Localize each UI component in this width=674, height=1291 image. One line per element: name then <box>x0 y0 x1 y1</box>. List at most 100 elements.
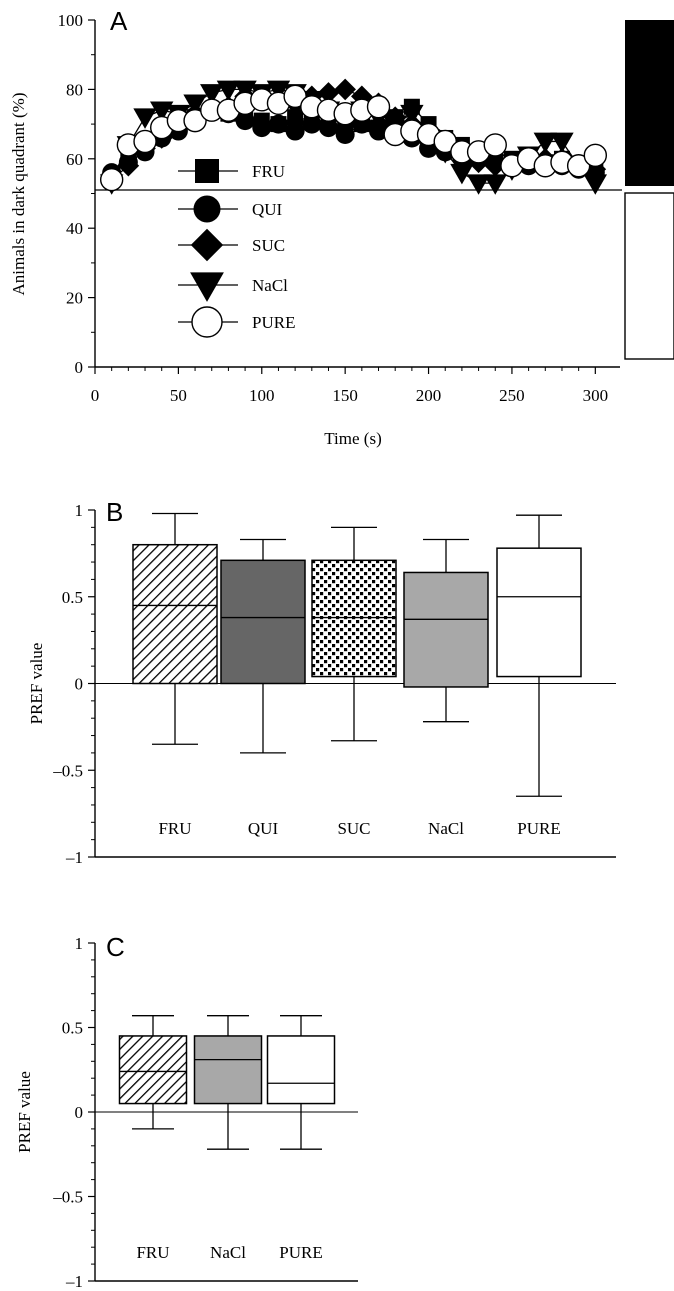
data-point-nacl <box>550 132 574 154</box>
box-body <box>311 559 397 678</box>
y-tick-label-c: –0.5 <box>52 1188 83 1207</box>
y-tick-label-b: 1 <box>75 501 84 520</box>
legend-marker-fru <box>195 159 219 183</box>
y-tick-label-b: 0.5 <box>62 588 83 607</box>
x-axis-label-a: Time (s) <box>324 429 381 448</box>
legend-marker-suc <box>190 228 224 262</box>
data-point-qui <box>335 125 355 145</box>
data-point-pure <box>283 84 307 109</box>
data-point-nacl <box>450 163 474 185</box>
panel-letter-a: A <box>110 6 128 36</box>
legend-marker-qui <box>193 195 221 223</box>
data-point-fru <box>287 109 304 126</box>
legend-entry-fru: FRU <box>178 159 285 183</box>
box-suc: SUC <box>311 526 397 838</box>
box-body <box>132 543 218 685</box>
data-point-qui <box>285 121 305 141</box>
y-tick-label-c: 0 <box>75 1103 84 1122</box>
y-axis-label-a: Animals in dark quadrant (%) <box>9 93 28 296</box>
data-point-pure <box>433 129 457 154</box>
box-body <box>193 1035 263 1105</box>
category-label-pure: PURE <box>279 1243 322 1262</box>
legend-label: FRU <box>252 162 285 181</box>
legend-entry-qui: QUI <box>178 195 283 223</box>
box-body <box>403 571 489 688</box>
panel-c: C –1 –0.5 0 0.5 1 PREF value FRU NaCl PURE <box>15 932 358 1291</box>
data-point-nacl <box>233 80 257 102</box>
box-fru: FRU <box>118 1015 188 1262</box>
legend-a: FRU QUI SUC NaCl PURE <box>178 159 295 338</box>
x-tick-label-a: 100 <box>249 386 275 405</box>
y-tick-label-a: 60 <box>66 150 83 169</box>
box-nacl: NaCl <box>193 1015 263 1262</box>
x-tick-label-a: 0 <box>91 386 100 405</box>
data-point-nacl <box>466 174 491 195</box>
y-tick-label-c: 1 <box>75 934 84 953</box>
box-qui: QUI <box>220 538 306 838</box>
data-point-pure <box>566 154 591 178</box>
legend-entry-pure: PURE <box>178 306 295 338</box>
box-pure: PURE <box>266 1015 336 1262</box>
data-point-pure <box>183 108 207 133</box>
panel-letter-b: B <box>106 497 123 527</box>
data-point-nacl <box>150 101 174 122</box>
y-tick-label-a: 80 <box>66 80 83 99</box>
y-tick-label-a: 0 <box>75 358 84 377</box>
legend-label: NaCl <box>252 276 288 295</box>
legend-marker-nacl <box>190 272 224 302</box>
legend-label: QUI <box>252 200 283 219</box>
data-point-qui <box>235 111 255 131</box>
data-point-qui <box>318 118 338 138</box>
dark-quadrant-block <box>625 20 674 186</box>
category-label-pure: PURE <box>517 819 560 838</box>
y-axis-label-c: PREF value <box>15 1071 34 1153</box>
data-point-nacl <box>583 174 608 195</box>
data-point-nacl <box>400 104 424 126</box>
y-tick-label-b: –1 <box>65 848 83 867</box>
x-tick-label-a: 250 <box>499 386 525 405</box>
data-point-suc <box>334 78 356 101</box>
x-tick-label-a: 150 <box>332 386 358 405</box>
data-point-nacl <box>183 94 207 115</box>
data-point-suc <box>484 154 507 177</box>
y-axis-label-b: PREF value <box>27 643 46 725</box>
box-fru: FRU <box>132 512 218 838</box>
y-tick-label-b: –0.5 <box>52 761 83 780</box>
data-point-nacl <box>533 132 557 154</box>
data-point-qui <box>268 114 288 134</box>
box-pure: PURE <box>496 514 582 838</box>
x-tick-label-a: 200 <box>416 386 442 405</box>
category-label-nacl: NaCl <box>428 819 464 838</box>
box-body <box>118 1035 188 1105</box>
panel-a: A 0 20 40 60 80 100 0 50 100 150 200 250 300 Time (s) A… <box>9 6 674 448</box>
y-tick-label-a: 100 <box>58 11 84 30</box>
data-point-nacl <box>216 80 241 102</box>
data-point-pure <box>483 133 507 157</box>
y-tick-label-c: –1 <box>65 1272 83 1291</box>
data-point-qui <box>302 114 322 134</box>
light-quadrant-block <box>624 192 674 360</box>
box-body <box>496 547 582 678</box>
data-point-suc <box>117 154 140 177</box>
series-pure <box>99 84 608 192</box>
x-tick-label-a: 300 <box>583 386 609 405</box>
category-label-fru: FRU <box>158 819 191 838</box>
box-body <box>266 1035 336 1105</box>
y-tick-label-b: 0 <box>75 675 84 694</box>
legend-label: PURE <box>252 313 295 332</box>
x-tick-label-a: 50 <box>170 386 187 405</box>
data-point-nacl <box>266 80 291 102</box>
data-point-suc <box>317 82 340 104</box>
legend-entry-suc: SUC <box>178 228 285 262</box>
panel-b: B –1 –0.5 0 0.5 1 PREF value FRU QUI SUC NaCl PURE <box>27 497 616 867</box>
data-point-pure <box>366 95 391 119</box>
legend-entry-nacl: NaCl <box>178 272 288 302</box>
data-point-nacl <box>483 174 507 195</box>
data-point-qui <box>369 121 389 141</box>
category-label-qui: QUI <box>248 819 279 838</box>
category-label-suc: SUC <box>337 819 370 838</box>
box-body <box>220 559 306 685</box>
data-point-qui <box>252 118 272 138</box>
data-point-nacl <box>200 84 224 105</box>
